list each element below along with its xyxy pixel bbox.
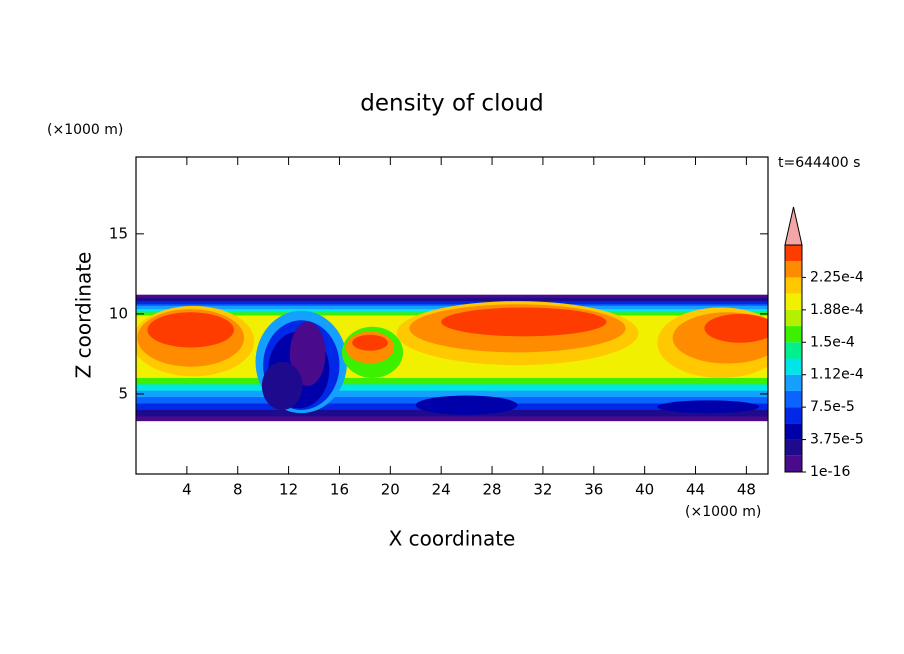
colorbar-bin <box>785 390 802 408</box>
colorbar-frame <box>784 244 803 473</box>
colorbar-bin <box>785 309 802 327</box>
x-tick-label: 16 <box>330 481 349 499</box>
plot-frame <box>135 156 769 475</box>
colorbar-bin <box>785 326 802 343</box>
colorbar-bin <box>785 455 802 472</box>
colorbar-tick-label: 2.25e-4 <box>810 269 864 285</box>
contour-blob <box>352 334 388 351</box>
contour-blob <box>415 395 518 415</box>
time-label: t=644400 s <box>778 155 860 171</box>
contour-blob <box>441 307 607 337</box>
colorbar-extend <box>784 206 803 246</box>
x-tick-label: 4 <box>182 481 192 499</box>
x-tick-label: 36 <box>584 481 603 499</box>
colorbar-bin <box>785 423 802 440</box>
contour-blob <box>261 361 303 410</box>
x-axis-label: X coordinate <box>389 527 516 551</box>
colorbar-bin <box>785 358 802 375</box>
chart-title: density of cloud <box>360 91 543 117</box>
contour-blob <box>704 313 768 343</box>
x-tick-label: 40 <box>635 481 654 499</box>
y-unit: (×1000 m) <box>47 122 123 138</box>
contour-field <box>136 294 768 422</box>
contour-blob <box>147 312 234 348</box>
colorbar-tick-label: 1.88e-4 <box>810 302 864 318</box>
x-tick-label: 20 <box>381 481 400 499</box>
x-tick-label: 12 <box>279 481 298 499</box>
x-tick-label: 32 <box>533 481 552 499</box>
x-tick-label: 24 <box>432 481 451 499</box>
colorbar-bin <box>785 342 802 359</box>
colorbar-tick-label: 1.5e-4 <box>810 334 855 350</box>
x-unit: (×1000 m) <box>685 504 761 520</box>
colorbar-bin <box>785 439 802 456</box>
x-tick-label: 28 <box>483 481 502 499</box>
colorbar-tick-label: 7.5e-5 <box>810 399 855 415</box>
y-tick-label: 10 <box>109 304 128 322</box>
colorbar-bin <box>785 374 802 391</box>
colorbar-bin <box>785 407 802 424</box>
y-tick-label: 15 <box>109 224 128 242</box>
colorbar-tick-label: 1e-16 <box>810 464 850 480</box>
x-tick-label: 48 <box>737 481 756 499</box>
y-axis-label: Z coordinate <box>72 252 96 379</box>
colorbar-tick-label: 1.12e-4 <box>810 367 864 383</box>
contour-blob <box>289 321 326 386</box>
colorbar-tick-label: 3.75e-5 <box>810 432 864 448</box>
x-tick-label: 8 <box>233 481 243 499</box>
x-tick-label: 44 <box>686 481 705 499</box>
contour-blob <box>657 400 760 414</box>
colorbar-bin <box>785 293 802 310</box>
y-tick-label: 5 <box>118 384 128 402</box>
colorbar-bin <box>785 261 802 278</box>
colorbar-bin <box>785 277 802 294</box>
colorbar-bin <box>785 245 802 262</box>
